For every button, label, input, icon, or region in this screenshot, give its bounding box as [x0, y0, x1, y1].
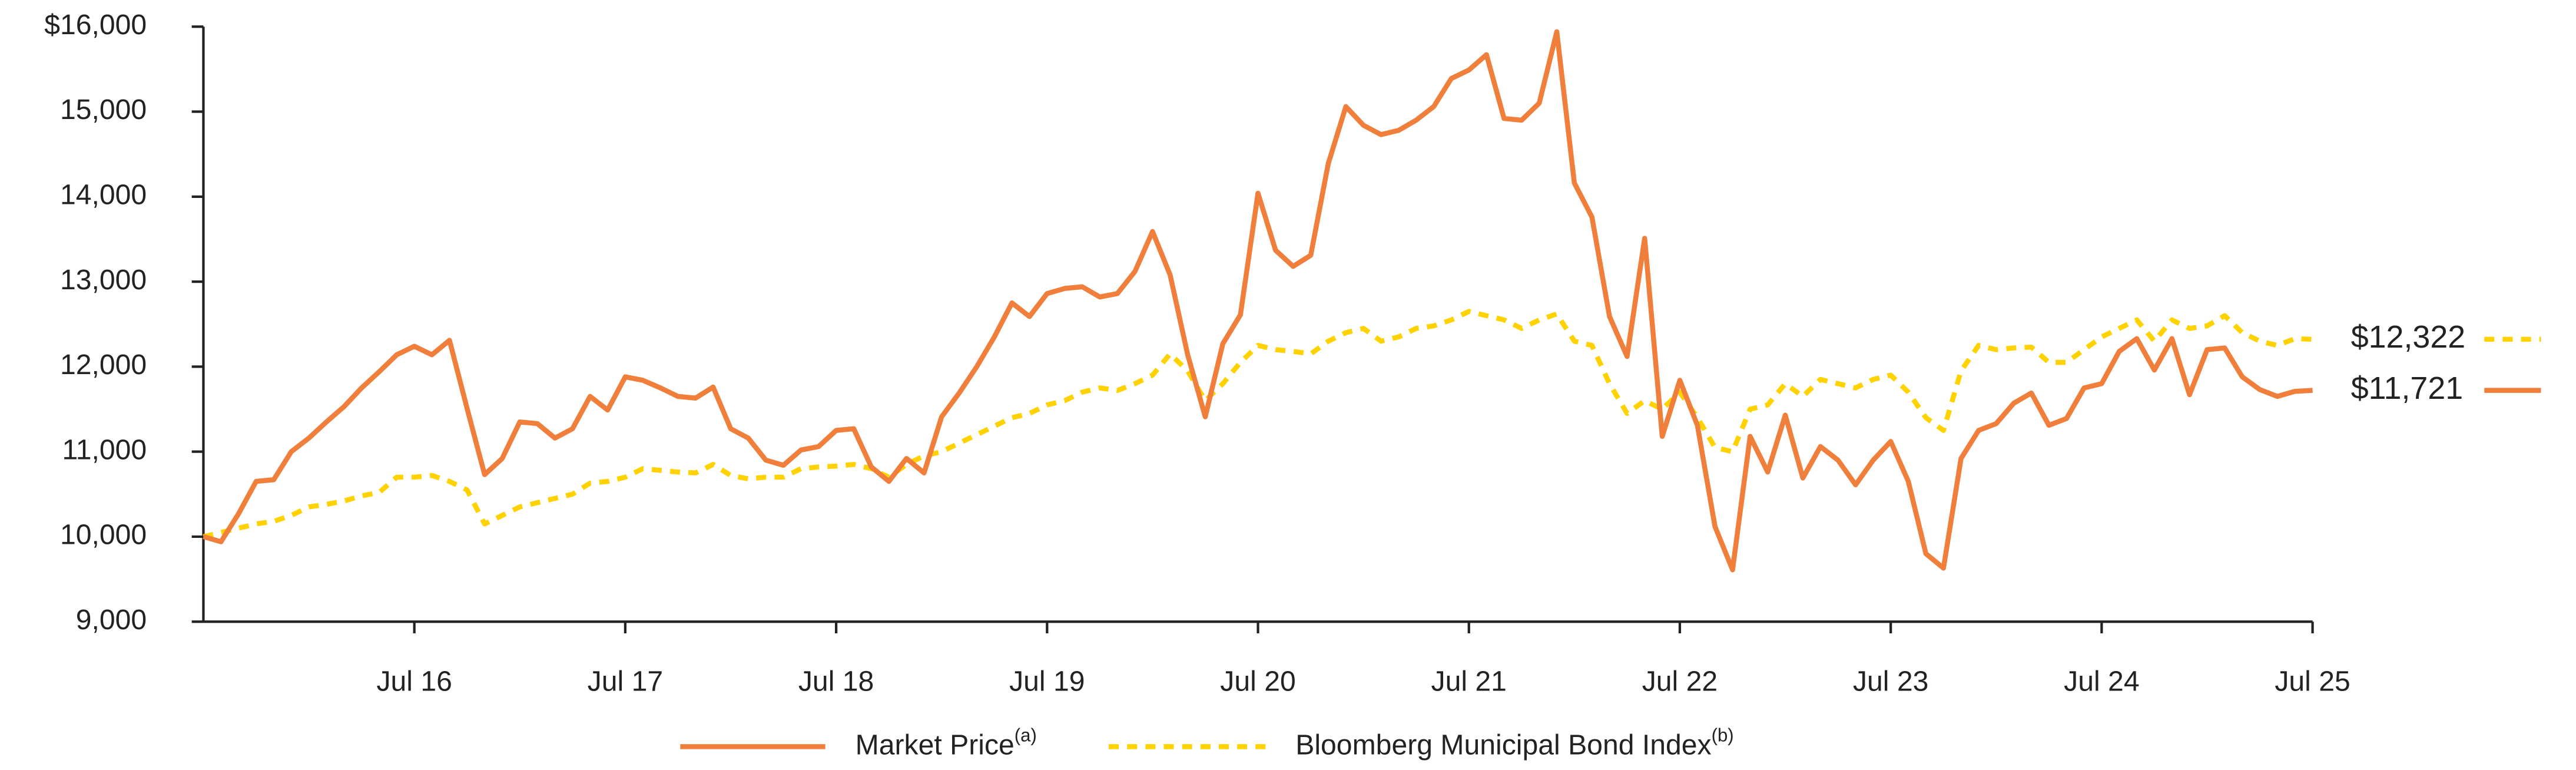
x-tick-label: Jul 20: [1220, 666, 1295, 698]
legend-name: Market Price: [856, 729, 1015, 761]
y-tick-label: 15,000: [60, 94, 147, 125]
series-line: [203, 309, 2313, 540]
x-tick-label: Jul 25: [2275, 666, 2350, 698]
legend-note: (b): [1712, 725, 1734, 746]
y-tick-label: 11,000: [62, 434, 147, 465]
x-tick-label: Jul 23: [1853, 666, 1928, 698]
y-tick-label: $16,000: [44, 9, 147, 41]
x-tick-label: Jul 24: [2064, 666, 2139, 698]
x-tick-label: Jul 18: [798, 666, 874, 698]
series-line: [203, 29, 2313, 573]
legend-label: Market Price(a): [856, 725, 1037, 761]
y-tick-label: 10,000: [60, 519, 147, 551]
y-tick-label: 14,000: [60, 179, 147, 211]
y-tick-label: 12,000: [60, 349, 147, 381]
x-tick-label: Jul 22: [1642, 666, 1718, 698]
x-tick-label: Jul 17: [588, 666, 663, 698]
y-tick-label: 13,000: [60, 264, 147, 296]
end-label: $12,322: [2351, 319, 2465, 355]
legend-note: (a): [1015, 725, 1037, 746]
legend-name: Bloomberg Municipal Bond Index: [1295, 729, 1711, 761]
y-tick-label: 9,000: [76, 604, 147, 636]
x-tick-label: Jul 21: [1431, 666, 1507, 698]
end-label: $11,721: [2351, 371, 2463, 406]
legend-label: Bloomberg Municipal Bond Index(b): [1295, 725, 1733, 761]
x-tick-label: Jul 19: [1009, 666, 1085, 698]
x-tick-label: Jul 16: [376, 666, 452, 698]
